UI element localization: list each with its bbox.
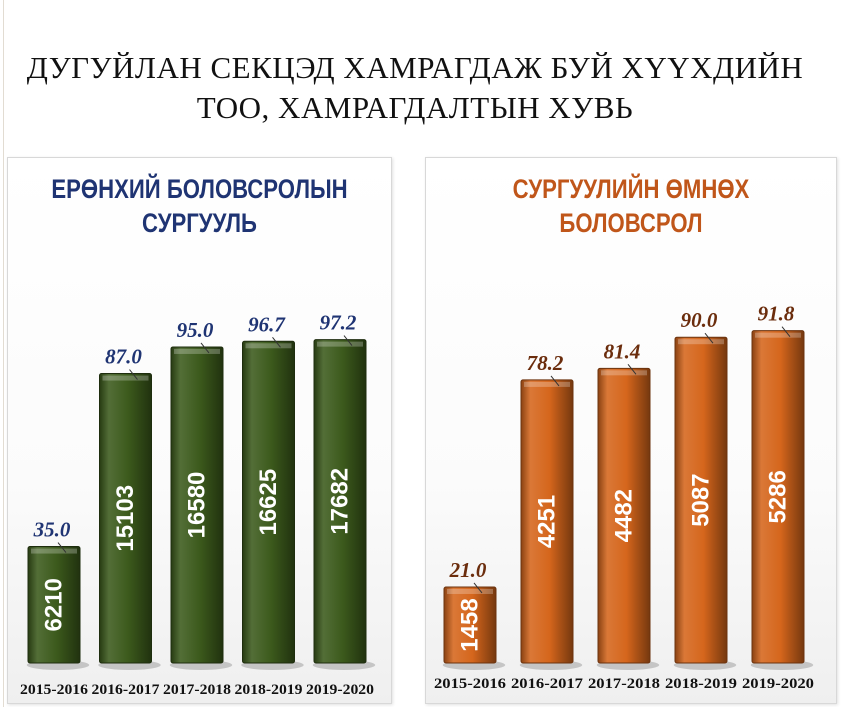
page-title-line-1: ДУГУЙЛАН СЕКЦЭД ХАМРАГДАЖ БУЙ ХҮҮХДИЙН (26, 50, 804, 85)
bar-bevel (31, 548, 77, 554)
bar (443, 586, 497, 664)
bar (27, 546, 81, 664)
chart-panel-preschool: СУРГУУЛИЙН ӨМНӨХ БОЛОВСРОЛ 1458 21.0 2015-… (425, 157, 837, 704)
bar (597, 367, 651, 664)
label-leader-line (781, 326, 791, 337)
count-label: 16580 (184, 472, 211, 539)
count-label: 5286 (765, 470, 792, 523)
chart-title-line-1: СУРГУУЛИЙН ӨМНӨХ (512, 174, 750, 204)
category-label: 2019-2020 (306, 682, 374, 698)
bar-chart-general-school: 6210 35.0 2015-2016 15103 87.0 2016-2017 16580… (20, 311, 376, 698)
chart-title-preschool: СУРГУУЛИЙН ӨМНӨХ БОЛОВСРОЛ (463, 172, 799, 240)
bar-bevel (317, 341, 363, 347)
percent-label: 78.2 (527, 351, 564, 375)
percent-label: 91.8 (758, 302, 795, 326)
category-label: 2018-2019 (235, 682, 303, 698)
category-label: 2017-2018 (588, 676, 660, 692)
page-title-line-2: ТОО, ХАМРАГДАЛТЫН ХУВЬ (196, 90, 634, 125)
bar-bevel (601, 370, 647, 376)
bar (674, 336, 728, 664)
bar (751, 330, 805, 664)
bar (520, 379, 574, 664)
count-label: 6210 (41, 578, 68, 631)
page-title: ДУГУЙЛАН СЕКЦЭД ХАМРАГДАЖ БУЙ ХҮҮХДИЙН Т… (0, 48, 830, 128)
category-label: 2016-2017 (511, 676, 584, 692)
count-label: 5087 (688, 473, 715, 526)
label-leader-line (550, 375, 560, 387)
category-label: 2016-2017 (92, 682, 161, 698)
label-leader-line (473, 582, 483, 594)
page-edge-line (3, 0, 4, 707)
label-leader-line (704, 332, 714, 344)
bar-bevel (678, 339, 724, 345)
bar-bevel (447, 588, 493, 594)
count-label: 17682 (327, 468, 354, 535)
percent-label: 97.2 (320, 311, 357, 335)
bar-chart-preschool: 1458 21.0 2015-2016 4251 78.2 2016-2017 4482 81… (434, 302, 814, 692)
label-leader-line (627, 364, 637, 375)
category-label: 2017-2018 (163, 682, 231, 698)
category-label: 2019-2020 (742, 676, 814, 692)
category-label: 2018-2019 (665, 676, 737, 692)
label-leader-line (57, 542, 67, 553)
bar (313, 339, 367, 664)
bar (242, 340, 295, 664)
bar-bevel (245, 343, 292, 349)
count-label: 4482 (611, 489, 638, 542)
count-label: 1458 (457, 598, 484, 651)
label-leader-line (272, 336, 281, 348)
bar-bevel (524, 381, 570, 387)
percent-label: 21.0 (449, 558, 487, 582)
label-leader-line (200, 342, 210, 354)
chart-title-line-1: ЕРӨНХИЙ БОЛОВСРОЛЫН (51, 174, 348, 204)
chart-title-line-2: БОЛОВСРОЛ (559, 208, 703, 238)
percent-label: 95.0 (177, 318, 214, 342)
percent-label: 96.7 (248, 312, 286, 336)
percent-label: 87.0 (105, 345, 142, 369)
count-label: 16625 (255, 469, 282, 536)
percent-label: 35.0 (33, 518, 71, 542)
chart-title-line-2: СУРГУУЛЬ (142, 208, 257, 238)
percent-label: 90.0 (681, 308, 718, 332)
bar (170, 346, 224, 664)
count-label: 15103 (112, 485, 139, 552)
chart-panel-general-school: ЕРӨНХИЙ БОЛОВСРОЛЫН СУРГУУЛЬ 6210 35.0 201… (7, 157, 392, 704)
bar-bevel (102, 375, 149, 381)
bar-bevel (755, 332, 801, 338)
percent-label: 81.4 (604, 339, 641, 363)
count-label: 4251 (534, 495, 561, 548)
chart-title-general-school: ЕРӨНХИЙ БОЛОВСРОЛЫН СУРГУУЛЬ (42, 172, 356, 240)
label-leader-line (129, 369, 138, 380)
category-label: 2015-2016 (434, 676, 507, 692)
category-label: 2015-2016 (20, 682, 89, 698)
bar (99, 373, 152, 664)
bar-bevel (174, 348, 220, 354)
label-leader-line (343, 335, 353, 346)
